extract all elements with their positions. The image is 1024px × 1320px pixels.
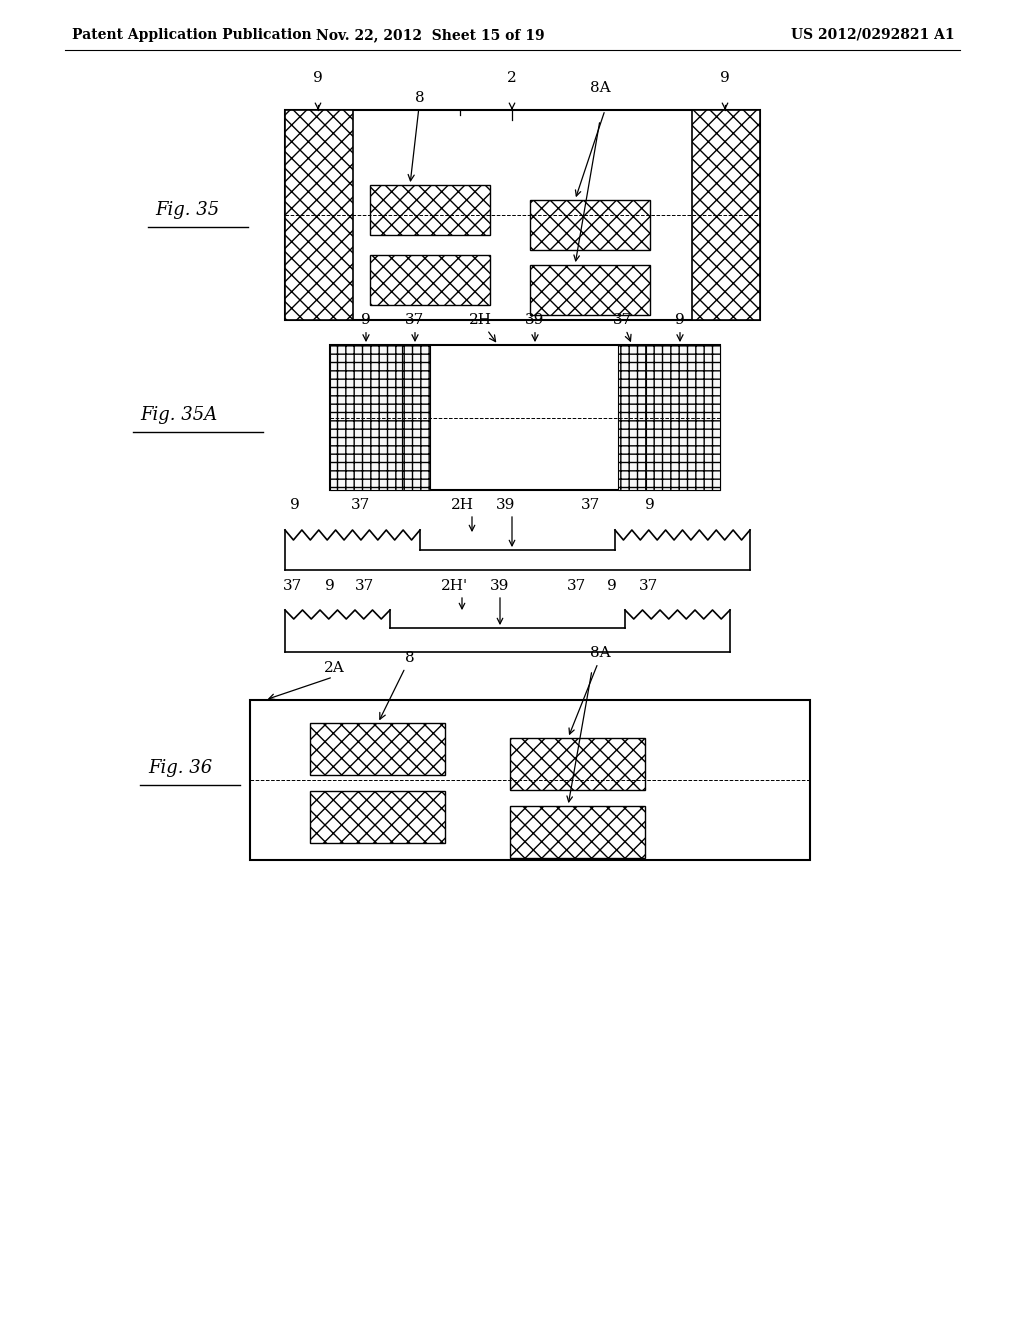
Text: Fig. 35A: Fig. 35A [140, 407, 217, 424]
Bar [510, 807, 645, 858]
Text: Fig. 35: Fig. 35 [155, 201, 219, 219]
Bar [618, 345, 646, 490]
Text: US 2012/0292821 A1: US 2012/0292821 A1 [792, 28, 955, 42]
Text: 37: 37 [581, 498, 600, 512]
Bar [510, 738, 645, 789]
Bar [285, 110, 353, 319]
Bar [370, 255, 490, 305]
Text: 8: 8 [409, 91, 425, 181]
Text: 9: 9 [607, 579, 616, 593]
Text: 9: 9 [645, 498, 655, 512]
Text: 2H: 2H [451, 498, 473, 512]
Bar [330, 345, 402, 490]
Text: 9: 9 [290, 498, 300, 512]
Text: 2H: 2H [469, 313, 496, 342]
Bar [530, 265, 650, 315]
Text: Patent Application Publication: Patent Application Publication [72, 28, 311, 42]
Bar [646, 345, 720, 490]
Text: 37: 37 [612, 313, 632, 341]
Text: 37: 37 [350, 498, 370, 512]
Text: 9: 9 [720, 71, 730, 84]
Text: Fig. 36: Fig. 36 [148, 759, 212, 777]
Bar [692, 110, 760, 319]
Text: 2A: 2A [325, 661, 345, 675]
Bar [530, 201, 650, 249]
Text: 39: 39 [490, 579, 510, 593]
Text: 8: 8 [380, 651, 415, 719]
Text: 8A: 8A [590, 645, 610, 660]
Text: Nov. 22, 2012  Sheet 15 of 19: Nov. 22, 2012 Sheet 15 of 19 [315, 28, 545, 42]
Text: 37: 37 [406, 313, 425, 341]
Text: 37: 37 [638, 579, 657, 593]
Bar [370, 185, 490, 235]
Text: 9: 9 [361, 313, 371, 341]
Text: 9: 9 [313, 71, 323, 84]
Text: 2: 2 [507, 71, 517, 84]
Bar [310, 723, 445, 775]
Text: 9: 9 [675, 313, 685, 341]
Text: 9: 9 [326, 579, 335, 593]
Text: 37: 37 [284, 579, 303, 593]
Text: 2H': 2H' [441, 579, 469, 593]
Bar [330, 345, 720, 490]
Bar [310, 791, 445, 843]
Bar [285, 110, 760, 319]
Text: 37: 37 [567, 579, 587, 593]
Text: 39: 39 [497, 498, 516, 512]
Text: 37: 37 [354, 579, 374, 593]
Text: 39: 39 [525, 313, 545, 341]
Bar [250, 700, 810, 861]
Bar [402, 345, 430, 490]
Text: 8A: 8A [590, 81, 610, 95]
